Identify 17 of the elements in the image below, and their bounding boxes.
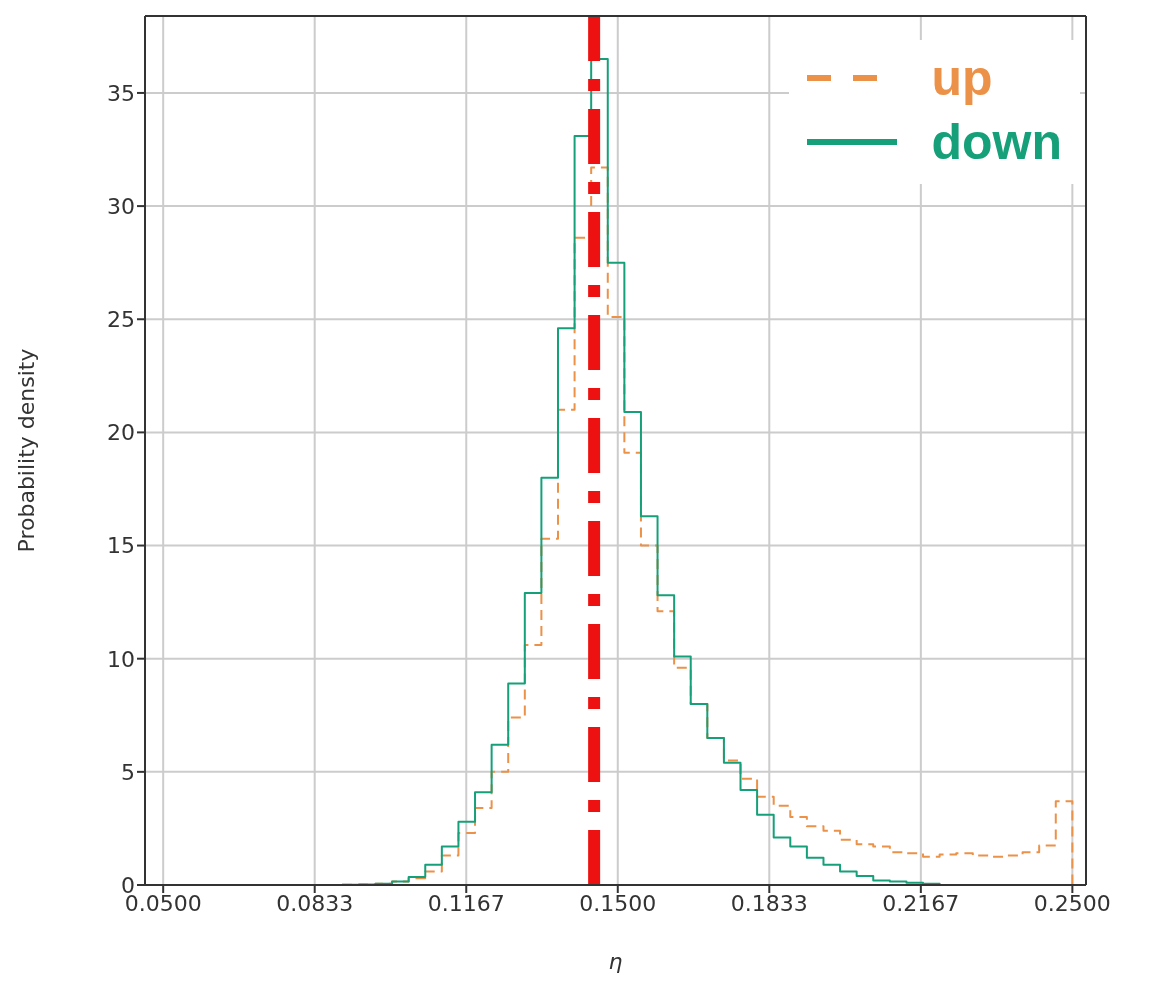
x-tick-label: 0.1833 xyxy=(730,890,808,916)
legend-label: down xyxy=(931,113,1062,171)
legend-label: up xyxy=(931,49,993,107)
y-tick-label: 35 xyxy=(107,80,135,106)
y-tick-label: 15 xyxy=(107,533,135,559)
x-tick-label: 0.2500 xyxy=(1033,890,1111,916)
y-tick-label: 25 xyxy=(107,307,135,333)
y-tick-label: 30 xyxy=(107,193,135,219)
x-tick-label: 0.2167 xyxy=(882,890,960,916)
x-axis-title: η xyxy=(608,949,623,974)
y-tick-label: 5 xyxy=(121,759,135,785)
x-tick-label: 0.1500 xyxy=(579,890,657,916)
x-tick-label: 0.1167 xyxy=(427,890,505,916)
y-tick-label: 10 xyxy=(107,646,135,672)
x-tick-label: 0.0833 xyxy=(276,890,354,916)
y-tick-label: 20 xyxy=(107,420,135,446)
y-axis-title: Probability density xyxy=(13,348,39,553)
